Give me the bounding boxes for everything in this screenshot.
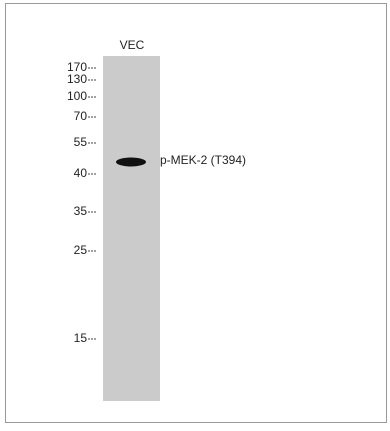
- band: [116, 158, 146, 167]
- frame: [6, 4, 387, 423]
- blot-figure: VEC p-MEK-2 (T394) 170130100705540352515: [0, 0, 390, 426]
- marker-label: 130: [67, 72, 87, 86]
- marker-label: 55: [74, 135, 88, 149]
- marker-label: 40: [74, 166, 88, 180]
- marker-label: 25: [74, 243, 88, 257]
- lane: [103, 56, 160, 401]
- band-label: p-MEK-2 (T394): [160, 153, 246, 167]
- lane-label: VEC: [120, 38, 145, 52]
- marker-label: 70: [74, 109, 88, 123]
- marker-label: 15: [74, 331, 88, 345]
- page: VEC p-MEK-2 (T394) 170130100705540352515…: [0, 0, 390, 426]
- marker-label: 100: [67, 89, 87, 103]
- marker-label: 35: [74, 204, 88, 218]
